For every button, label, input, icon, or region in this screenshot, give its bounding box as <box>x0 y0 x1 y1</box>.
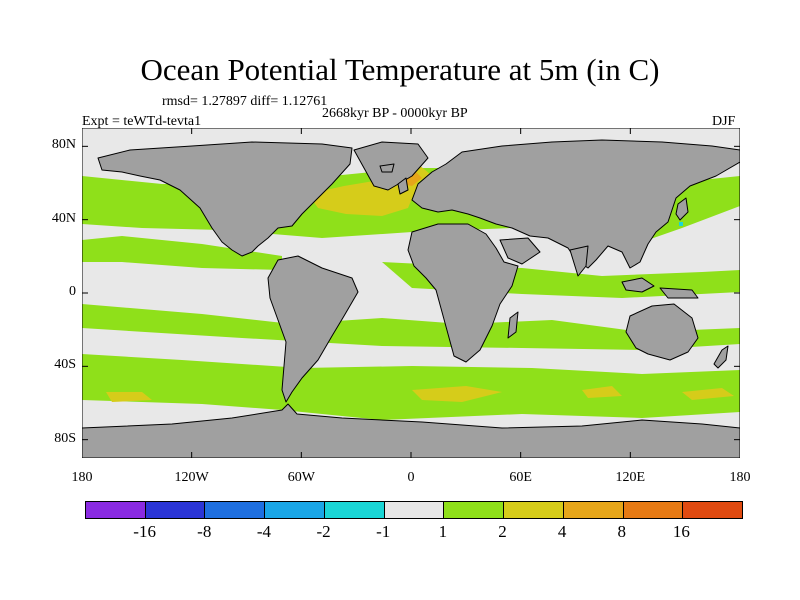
colorbar-box <box>145 502 206 518</box>
madagascar <box>507 311 519 339</box>
lat-label: 80S <box>54 430 76 446</box>
lon-label: 180 <box>729 470 751 485</box>
colorbar-label: 2 <box>498 522 507 541</box>
colorbar-label: -16 <box>133 522 156 541</box>
lat-label: 0 <box>69 284 76 299</box>
colorbar-label: 4 <box>557 522 567 541</box>
colorbar-box <box>384 502 445 518</box>
rmsd-diff-stats: rmsd= 1.27897 diff= 1.12761 <box>162 94 328 109</box>
colorbar-label: -4 <box>256 522 271 541</box>
colorbar-label: 16 <box>672 522 690 541</box>
axis-ticks <box>82 128 740 458</box>
colorbar-box <box>265 502 325 518</box>
colorbar-box <box>86 502 146 518</box>
india <box>569 245 589 277</box>
lon-label: 120E <box>615 470 646 485</box>
new-guinea <box>659 287 699 299</box>
colorbar-label: -8 <box>197 522 212 541</box>
borneo <box>621 277 655 293</box>
new-zealand <box>713 345 729 369</box>
british-isles <box>397 177 409 195</box>
colorbar-box <box>324 502 385 518</box>
lon-label: 0 <box>407 470 415 485</box>
australia <box>625 303 699 361</box>
colorbar-box <box>205 502 266 518</box>
africa <box>407 223 519 363</box>
map-panel <box>82 128 740 458</box>
experiment-label: Expt = teWTd-tevta1 <box>82 114 202 129</box>
lat-label: 80N <box>51 137 76 153</box>
colorbar-label: 1 <box>438 522 448 541</box>
south-america <box>267 255 359 403</box>
colorbar-box <box>563 502 624 518</box>
arabia <box>499 237 541 265</box>
lon-label: 120W <box>174 470 209 485</box>
world-map <box>82 128 740 458</box>
antarctica <box>82 403 740 458</box>
colorbar-label: -2 <box>316 522 331 541</box>
colorbar-box <box>623 502 684 518</box>
lat-label: 40S <box>54 357 76 373</box>
lon-label: 60W <box>287 470 315 485</box>
eurasia <box>411 139 740 269</box>
land-mask <box>82 139 740 458</box>
colorbar-label: 8 <box>617 522 626 541</box>
colorbar <box>85 501 743 519</box>
colorbar-box <box>504 502 564 518</box>
colorbar-label: -1 <box>376 522 391 541</box>
lon-label: 60E <box>509 470 532 485</box>
time-period-label: 2668kyr BP - 0000kyr BP <box>322 106 468 121</box>
season-label: DJF <box>712 114 736 129</box>
colorbar-box <box>444 502 505 518</box>
lat-label: 40N <box>51 210 76 226</box>
north-america <box>97 141 353 257</box>
colorbar-box <box>683 502 743 518</box>
iceland <box>379 163 395 173</box>
lon-label: 180 <box>71 470 93 485</box>
plot-title: Ocean Potential Temperature at 5m (in C) <box>140 52 660 87</box>
japan <box>675 197 689 221</box>
